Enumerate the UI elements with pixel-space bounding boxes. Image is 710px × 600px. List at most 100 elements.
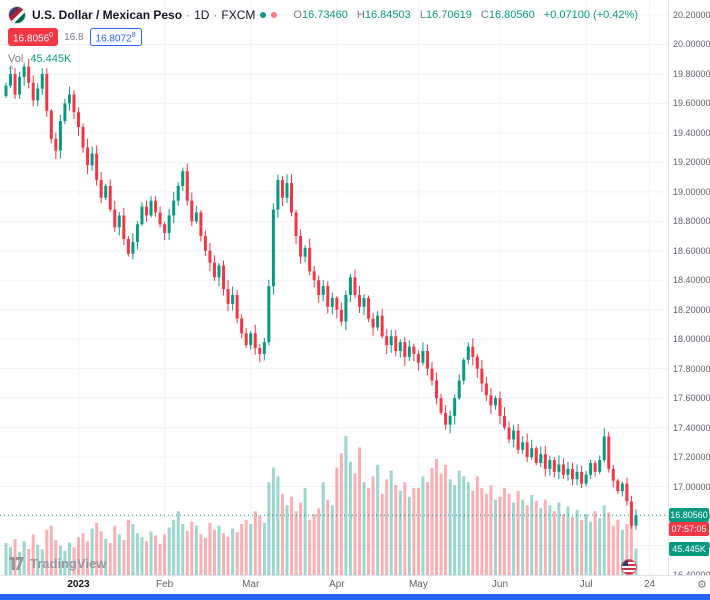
candle-body — [163, 224, 167, 234]
candle-body — [385, 336, 389, 346]
price-axis[interactable]: 20.20000 20.00000 19.80000 19.60000 19.40000… — [668, 0, 710, 580]
candle-body — [598, 460, 602, 472]
collapse-arrow-icon[interactable]: ^ — [9, 64, 14, 74]
candle-body — [566, 468, 570, 475]
candle-body — [122, 215, 126, 239]
candle-body — [176, 185, 180, 201]
candle-body — [625, 483, 629, 502]
candle-body — [589, 463, 593, 475]
candle-body — [634, 515, 638, 526]
candle-body — [217, 265, 221, 278]
volume-bar — [330, 505, 334, 575]
candle-body — [394, 336, 398, 351]
volume-bar — [344, 435, 348, 575]
axis-settings-icon[interactable]: ⚙ — [697, 579, 707, 591]
price-tick-label: 18.00000 — [673, 334, 710, 345]
candle-body — [561, 464, 565, 475]
candle-body — [212, 262, 216, 278]
volume-bar — [190, 521, 194, 575]
volume-bar — [444, 464, 448, 575]
volume-bar — [448, 479, 452, 575]
volume-bar — [99, 531, 103, 575]
candle-body — [539, 454, 543, 463]
instrument-logo-icon — [8, 6, 26, 24]
tradingview-logo[interactable]: TradingView — [8, 556, 106, 571]
interval-label[interactable]: 1D — [194, 8, 210, 22]
candle-body — [249, 333, 253, 346]
bottom-accent-bar — [0, 594, 710, 600]
time-tick-label: Jun — [491, 579, 509, 590]
candle-body — [376, 315, 380, 328]
volume-bar — [222, 533, 226, 575]
candle-body — [407, 346, 411, 357]
volume-bar — [616, 519, 620, 575]
volume-bar — [398, 490, 402, 575]
candle-body — [357, 295, 361, 307]
volume-bar — [353, 473, 357, 575]
candle-body — [154, 200, 158, 213]
candle-body — [185, 171, 189, 201]
volume-bar — [280, 493, 284, 575]
volume-bar — [503, 488, 507, 575]
volume-bar — [122, 540, 126, 575]
time-axis[interactable]: ⚙ 2023 Feb Mar Apr May Jun Jul 24 — [0, 575, 710, 595]
price-tick-label: 18.80000 — [673, 216, 710, 227]
candle-body — [580, 471, 584, 484]
volume-bar — [348, 461, 352, 575]
status-dot-green-icon — [260, 12, 267, 18]
volume-bar — [140, 537, 144, 575]
volume-bar — [95, 522, 99, 575]
candle-body — [167, 215, 171, 234]
economic-event-icon[interactable] — [621, 559, 637, 575]
candle-body — [203, 236, 207, 251]
candle-body — [317, 280, 321, 295]
volume-bar — [403, 482, 407, 575]
volume-bar — [13, 539, 17, 575]
candle-body — [339, 309, 343, 322]
symbol-title[interactable]: U.S. Dollar / Mexican Peso — [32, 8, 183, 22]
candle-body — [72, 94, 76, 113]
symbol-row[interactable]: U.S. Dollar / Mexican Peso · 1D · FXCM O… — [8, 6, 638, 24]
candle-body — [194, 212, 198, 222]
candle-body — [4, 85, 8, 97]
volume-bar — [620, 529, 624, 575]
candle-body — [489, 395, 493, 406]
candle-body — [149, 200, 153, 216]
volume-bar — [149, 531, 153, 575]
volume-bar — [158, 543, 162, 575]
volume-bar — [299, 502, 303, 575]
candle-body — [611, 468, 615, 481]
volume-bar — [276, 476, 280, 575]
candle-body — [208, 250, 212, 263]
candle-body — [54, 138, 58, 151]
volume-bar — [235, 532, 239, 575]
volume-bar — [457, 470, 461, 575]
volume-bar — [557, 502, 561, 575]
price-tick-label: 18.20000 — [673, 304, 710, 315]
candle-body — [222, 265, 226, 290]
candle-body — [99, 180, 103, 198]
candle-body — [480, 368, 484, 384]
volume-bar — [566, 506, 570, 575]
volume-bar — [77, 537, 81, 575]
candle-body — [616, 480, 620, 491]
volume-bar — [262, 522, 266, 575]
buy-button[interactable]: 16.80728 — [89, 27, 142, 47]
sell-button[interactable]: 16.80560 — [8, 27, 59, 47]
candle-body — [77, 112, 81, 127]
separator: · — [186, 8, 191, 22]
candle-body — [471, 346, 475, 357]
candle-body — [58, 121, 62, 151]
candle-body — [13, 73, 17, 95]
candle-body — [498, 398, 502, 416]
last-price-badge: 16.80560 — [669, 508, 709, 523]
candle-body — [172, 200, 176, 216]
candle-body — [290, 183, 294, 213]
chart-legend: U.S. Dollar / Mexican Peso · 1D · FXCM O… — [8, 6, 638, 74]
candle-body — [620, 483, 624, 491]
candle-body — [181, 171, 185, 186]
candle-body — [140, 206, 144, 225]
price-tick-label: 17.00000 — [673, 481, 710, 492]
